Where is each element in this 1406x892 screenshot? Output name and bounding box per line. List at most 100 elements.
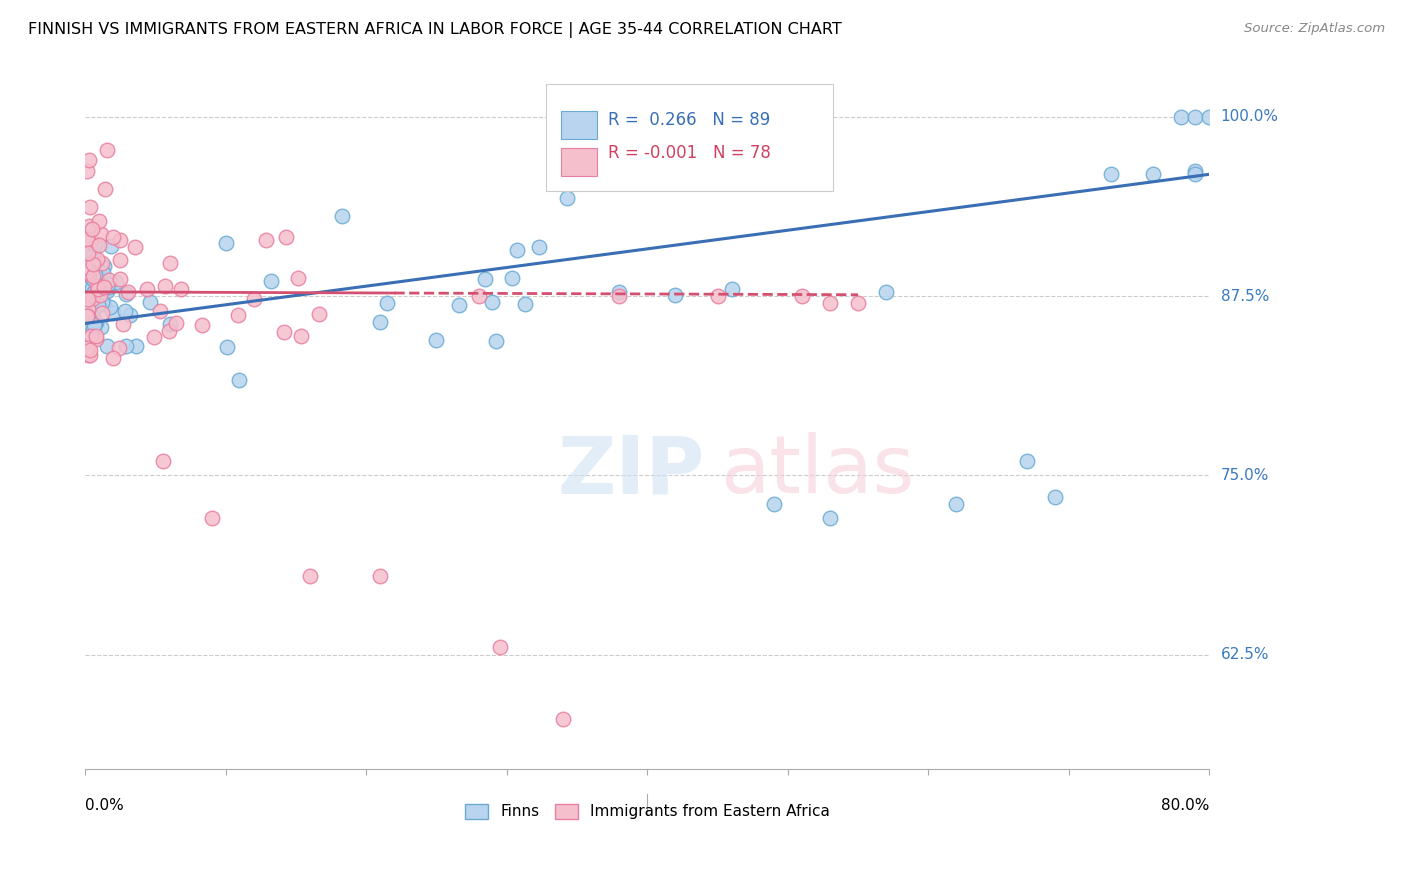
Point <box>375 296 398 310</box>
Point <box>120 309 142 323</box>
Point <box>706 289 728 303</box>
Point <box>447 298 470 312</box>
FancyBboxPatch shape <box>561 148 596 176</box>
Point <box>93 266 115 280</box>
Point <box>96 285 118 299</box>
Point <box>110 272 132 286</box>
Point <box>76 265 98 279</box>
Point <box>87 277 110 292</box>
Point <box>79 234 101 248</box>
Point <box>368 315 391 329</box>
Point <box>77 296 100 310</box>
Point <box>124 239 146 253</box>
Point <box>720 282 742 296</box>
Point <box>82 322 104 336</box>
Point <box>242 292 264 306</box>
Point <box>1184 167 1206 181</box>
Point <box>100 238 122 252</box>
Point <box>425 333 447 347</box>
Text: 87.5%: 87.5% <box>1220 289 1268 303</box>
Point <box>506 243 529 257</box>
Point <box>152 454 174 468</box>
Point <box>125 339 148 353</box>
Point <box>83 318 105 332</box>
Point <box>114 303 136 318</box>
Point <box>136 282 159 296</box>
Point <box>84 289 107 303</box>
Point <box>481 295 503 310</box>
Point <box>90 227 112 241</box>
Point <box>86 270 108 285</box>
Point <box>82 249 104 263</box>
Point <box>1142 167 1164 181</box>
Point <box>308 307 330 321</box>
Point <box>79 268 101 283</box>
Point <box>76 260 98 275</box>
Point <box>1184 164 1206 178</box>
Point <box>215 340 238 354</box>
Point <box>165 316 187 330</box>
Point <box>76 341 98 355</box>
Point <box>138 295 160 310</box>
Point <box>370 568 392 582</box>
Point <box>91 256 114 270</box>
Point <box>96 143 118 157</box>
Point <box>77 292 100 306</box>
Point <box>77 268 100 282</box>
Point <box>114 287 136 301</box>
Point <box>82 243 104 257</box>
Point <box>97 277 120 291</box>
Point <box>94 182 117 196</box>
Point <box>89 287 111 301</box>
Point <box>83 317 105 331</box>
Point <box>86 252 108 266</box>
Point <box>76 300 98 314</box>
Point <box>215 236 238 251</box>
Point <box>93 296 115 310</box>
Point <box>98 301 121 315</box>
Point <box>149 303 172 318</box>
Point <box>96 339 118 353</box>
Point <box>77 256 100 270</box>
Point <box>159 317 181 331</box>
Text: R = -0.001   N = 78: R = -0.001 N = 78 <box>607 145 770 162</box>
Point <box>287 271 309 285</box>
Point <box>79 343 101 357</box>
Point <box>274 229 297 244</box>
Point <box>84 282 107 296</box>
Point <box>80 292 103 306</box>
Point <box>76 332 98 346</box>
Point <box>551 712 574 726</box>
Text: ZIP: ZIP <box>557 433 704 510</box>
Point <box>97 273 120 287</box>
Point <box>330 210 353 224</box>
Point <box>945 497 967 511</box>
Point <box>467 289 489 303</box>
Text: Source: ZipAtlas.com: Source: ZipAtlas.com <box>1244 22 1385 36</box>
Point <box>77 245 100 260</box>
Point <box>299 568 322 582</box>
Point <box>87 282 110 296</box>
Point <box>260 274 283 288</box>
Point <box>762 497 785 511</box>
Point <box>254 233 277 247</box>
Point <box>84 236 107 251</box>
Point <box>488 640 510 655</box>
Point <box>1043 490 1066 504</box>
Point <box>664 287 686 301</box>
Point <box>76 164 98 178</box>
Point <box>76 281 98 295</box>
Point <box>84 332 107 346</box>
Point <box>97 279 120 293</box>
Point <box>110 233 132 247</box>
Point <box>87 270 110 285</box>
Point <box>80 315 103 329</box>
Point <box>555 190 578 204</box>
Point <box>83 285 105 299</box>
Point <box>86 265 108 279</box>
Point <box>79 219 101 233</box>
Text: FINNISH VS IMMIGRANTS FROM EASTERN AFRICA IN LABOR FORCE | AGE 35-44 CORRELATION: FINNISH VS IMMIGRANTS FROM EASTERN AFRIC… <box>28 22 842 38</box>
Point <box>101 306 124 320</box>
Point <box>93 279 115 293</box>
Point <box>607 289 630 303</box>
